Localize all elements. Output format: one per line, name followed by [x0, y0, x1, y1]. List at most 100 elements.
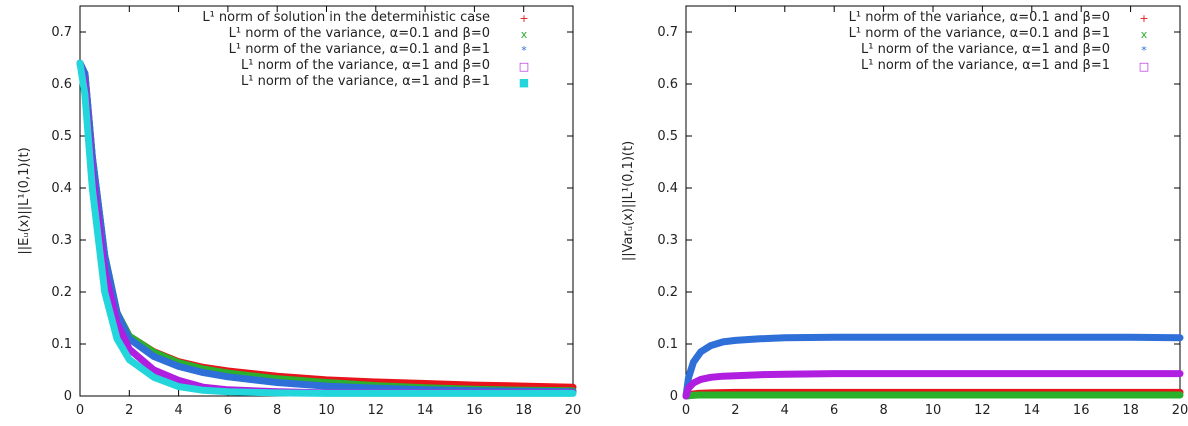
y-tick-label: 0.4: [51, 181, 72, 196]
y-axis-label: ||Varᵤ(x)||L¹(0,1)(t): [621, 141, 636, 261]
x-tick-label: 0: [76, 403, 84, 418]
data-point: [200, 387, 206, 393]
data-point: [274, 390, 280, 396]
data-point: [732, 337, 738, 343]
data-point: [151, 374, 157, 380]
data-point: [979, 392, 985, 398]
data-point: [82, 91, 88, 97]
data-point: [881, 392, 887, 398]
data-point: [1029, 392, 1035, 398]
y-tick-label: 0.3: [657, 233, 678, 248]
data-point: [782, 335, 788, 341]
x-tick-label: 20: [565, 403, 582, 418]
data-point: [373, 390, 379, 396]
legend-entry-label: L¹ norm of the variance, α=0.1 and β=0: [849, 10, 1110, 25]
data-point: [881, 334, 887, 340]
data-point: [1029, 334, 1035, 340]
x-tick-label: 12: [368, 403, 385, 418]
data-point: [1128, 334, 1134, 340]
legend-entry-label: L¹ norm of the variance, α=0.1 and β=0: [229, 26, 490, 41]
x-tick-label: 2: [125, 403, 133, 418]
data-point: [471, 390, 477, 396]
legend-marker: *: [1141, 44, 1147, 57]
data-point: [695, 392, 701, 398]
x-tick-label: 14: [1024, 403, 1041, 418]
data-point: [102, 289, 108, 295]
y-tick-label: 0.7: [657, 25, 678, 40]
legend-entry-label: L¹ norm of the variance, α=1 and β=1: [861, 58, 1110, 73]
legend-entry-label: L¹ norm of the variance, α=1 and β=0: [241, 58, 490, 73]
data-point: [200, 370, 206, 376]
x-tick-label: 8: [273, 403, 281, 418]
x-tick-label: 6: [224, 403, 232, 418]
data-point: [225, 374, 231, 380]
data-point: [782, 371, 788, 377]
data-point: [151, 353, 157, 359]
x-tick-label: 4: [174, 403, 182, 418]
y-tick-label: 0.1: [51, 337, 72, 352]
data-point: [176, 384, 182, 390]
data-point: [324, 390, 329, 396]
y-tick-label: 0.2: [51, 285, 72, 300]
data-point: [114, 336, 120, 342]
x-tick-label: 12: [974, 403, 991, 418]
data-point: [831, 371, 837, 377]
x-tick-label: 16: [1073, 403, 1090, 418]
data-point: [979, 334, 985, 340]
data-point: [979, 371, 985, 377]
data-point: [757, 336, 763, 342]
data-point: [422, 390, 428, 396]
y-tick-label: 0.6: [51, 77, 72, 92]
data-point: [930, 392, 936, 398]
x-tick-label: 8: [879, 403, 887, 418]
x-tick-label: 10: [318, 403, 335, 418]
x-tick-label: 18: [1122, 403, 1139, 418]
data-point: [1177, 371, 1183, 377]
data-point: [698, 349, 704, 355]
data-point: [881, 371, 887, 377]
data-point: [831, 334, 837, 340]
data-point: [77, 60, 83, 66]
data-point: [930, 371, 936, 377]
data-point: [831, 392, 837, 398]
legend-marker: *: [521, 44, 527, 57]
legend-marker: □: [1139, 60, 1149, 73]
legend-marker: ■: [519, 76, 529, 89]
x-tick-label: 18: [515, 403, 532, 418]
data-point: [757, 372, 763, 378]
y-tick-label: 0.7: [51, 25, 72, 40]
data-point: [930, 334, 936, 340]
data-point: [690, 359, 696, 365]
data-point: [1177, 335, 1183, 341]
data-point: [720, 373, 726, 379]
legend-marker: +: [1139, 12, 1148, 25]
data-point: [720, 339, 726, 345]
x-tick-label: 20: [1172, 403, 1188, 418]
data-point: [685, 385, 691, 391]
y-tick-label: 0.4: [657, 181, 678, 196]
data-point: [126, 357, 132, 363]
data-point: [683, 393, 689, 399]
data-point: [685, 375, 691, 381]
data-point: [698, 376, 704, 382]
data-point: [126, 346, 132, 352]
legend-entry-label: L¹ norm of the variance, α=1 and β=0: [861, 42, 1110, 57]
data-point: [1128, 371, 1134, 377]
legend-marker: +: [519, 12, 528, 25]
y-tick-label: 0.2: [657, 285, 678, 300]
y-tick-label: 0.5: [51, 129, 72, 144]
data-point: [1078, 392, 1084, 398]
y-tick-label: 0: [64, 389, 72, 404]
y-tick-label: 0.5: [657, 129, 678, 144]
y-tick-label: 0.6: [657, 77, 678, 92]
y-tick-label: 0: [670, 389, 678, 404]
data-point: [1078, 334, 1084, 340]
data-point: [324, 383, 329, 389]
data-point: [708, 374, 714, 380]
data-point: [708, 392, 714, 398]
data-point: [570, 390, 576, 396]
legend-marker: □: [519, 60, 529, 73]
data-point: [732, 373, 738, 379]
x-tick-label: 0: [682, 403, 690, 418]
